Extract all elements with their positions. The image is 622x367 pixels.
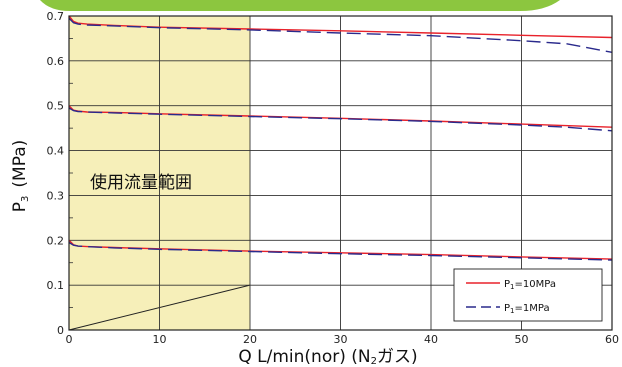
legend-box	[453, 268, 603, 322]
usage-range-label: 使用流量範囲	[90, 172, 192, 193]
x-axis-title-tail: ガス)	[377, 347, 418, 367]
y-tick-label: 0.4	[47, 145, 65, 158]
x-tick-label: 60	[605, 333, 619, 346]
x-axis-title: Q L/min(nor) (N2ガス)	[238, 347, 417, 367]
legend-label-1: P1=1MPa	[504, 303, 550, 315]
series-line-1	[68, 17, 613, 53]
x-axis-title-subscript: 2	[371, 356, 377, 367]
x-tick-label: 40	[424, 333, 438, 346]
header-banner	[40, 0, 560, 11]
x-tick-label: 30	[334, 333, 348, 346]
y-tick-label: 0	[57, 324, 64, 337]
y-tick-label: 0.7	[47, 10, 65, 23]
x-tick-label: 20	[243, 333, 257, 346]
y-tick-label: 0.2	[47, 234, 65, 247]
x-axis-title-main: Q L/min(nor) (N	[238, 347, 370, 367]
y-axis-title: P3 (MPa)	[10, 140, 31, 212]
y-tick-label: 0.1	[47, 279, 65, 292]
x-tick-label: 10	[153, 333, 167, 346]
x-tick-label: 0	[66, 333, 73, 346]
y-tick-label: 0.6	[47, 55, 65, 68]
y-tick-label: 0.3	[47, 189, 65, 202]
y-axis-title-subscript: 3	[20, 196, 31, 202]
series-line-3	[68, 107, 613, 132]
y-tick-label: 0.5	[47, 100, 65, 113]
y-axis-title-tail: (MPa)	[10, 140, 30, 188]
legend-label-0: P1=10MPa	[504, 279, 556, 291]
series-line-5	[68, 241, 613, 261]
plot-frame	[68, 15, 613, 331]
y-axis-title-main: P	[10, 202, 30, 212]
x-tick-label: 50	[515, 333, 529, 346]
